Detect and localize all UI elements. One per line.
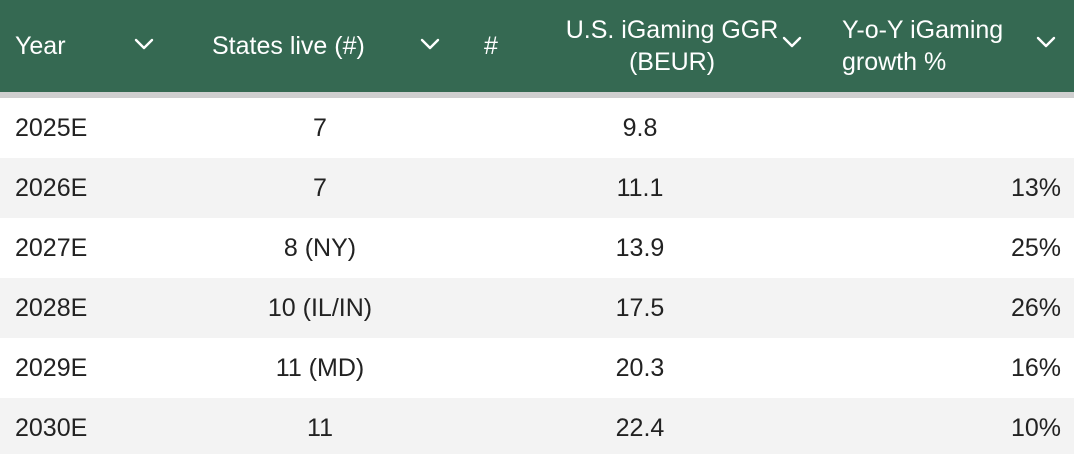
- column-header-ggr[interactable]: U.S. iGaming GGR (BEUR): [562, 0, 782, 92]
- column-header-label: U.S. iGaming GGR (BEUR): [566, 14, 779, 78]
- column-header-label: #: [484, 32, 498, 60]
- cell-year: 2026E: [15, 174, 88, 202]
- cell-ggr: 20.3: [615, 354, 665, 382]
- table-row: 2029E 11 (MD) 20.3 16%: [0, 338, 1074, 398]
- cell-states: 11: [307, 414, 333, 442]
- cell-growth: 13%: [1010, 174, 1061, 202]
- column-header-hash[interactable]: #: [484, 0, 498, 92]
- cell-year: 2029E: [15, 354, 88, 382]
- table-row: 2030E 11 22.4 10%: [0, 398, 1074, 454]
- chevron-down-icon[interactable]: [780, 30, 804, 54]
- cell-states: 7: [313, 174, 327, 202]
- cell-year: 2025E: [15, 114, 88, 142]
- chevron-down-icon[interactable]: [132, 32, 156, 56]
- column-header-label-line: (BEUR): [628, 48, 716, 76]
- column-header-label: Y-o-Y iGaming growth %: [842, 14, 1003, 78]
- cell-ggr: 17.5: [615, 294, 665, 322]
- chevron-down-icon[interactable]: [418, 32, 442, 56]
- cell-growth: 16%: [1010, 354, 1061, 382]
- cell-growth: 26%: [1010, 294, 1061, 322]
- column-header-label-line: Y-o-Y iGaming: [842, 16, 1004, 44]
- column-header-label-line: growth %: [842, 48, 947, 76]
- header-divider: [0, 92, 1074, 98]
- column-header-label-line: U.S. iGaming GGR: [565, 16, 779, 44]
- cell-ggr: 9.8: [622, 114, 658, 142]
- table-row: 2025E 7 9.8: [0, 98, 1074, 158]
- column-header-states[interactable]: States live (#): [212, 0, 365, 92]
- chevron-down-icon[interactable]: [1034, 30, 1058, 54]
- cell-states: 8 (NY): [283, 234, 357, 262]
- cell-ggr: 22.4: [615, 414, 665, 442]
- cell-states: 10 (IL/IN): [267, 294, 373, 322]
- cell-year: 2027E: [15, 234, 88, 262]
- cell-growth: 25%: [1010, 234, 1061, 262]
- table-row: 2027E 8 (NY) 13.9 25%: [0, 218, 1074, 278]
- cell-growth: 10%: [1010, 414, 1061, 442]
- cell-states: 11 (MD): [275, 354, 365, 382]
- column-header-label: Year: [15, 32, 66, 60]
- table-row: 2028E 10 (IL/IN) 17.5 26%: [0, 278, 1074, 338]
- column-header-growth[interactable]: Y-o-Y iGaming growth %: [842, 0, 1003, 92]
- column-header-label: States live (#): [212, 32, 365, 60]
- table-row: 2026E 7 11.1 13%: [0, 158, 1074, 218]
- cell-year: 2028E: [15, 294, 88, 322]
- cell-states: 7: [313, 114, 327, 142]
- table-header: Year States live (#) # U.S. iGaming GGR …: [0, 0, 1074, 92]
- column-header-year[interactable]: Year: [15, 0, 66, 92]
- cell-year: 2030E: [15, 414, 88, 442]
- cell-ggr: 11.1: [616, 174, 664, 202]
- cell-ggr: 13.9: [615, 234, 665, 262]
